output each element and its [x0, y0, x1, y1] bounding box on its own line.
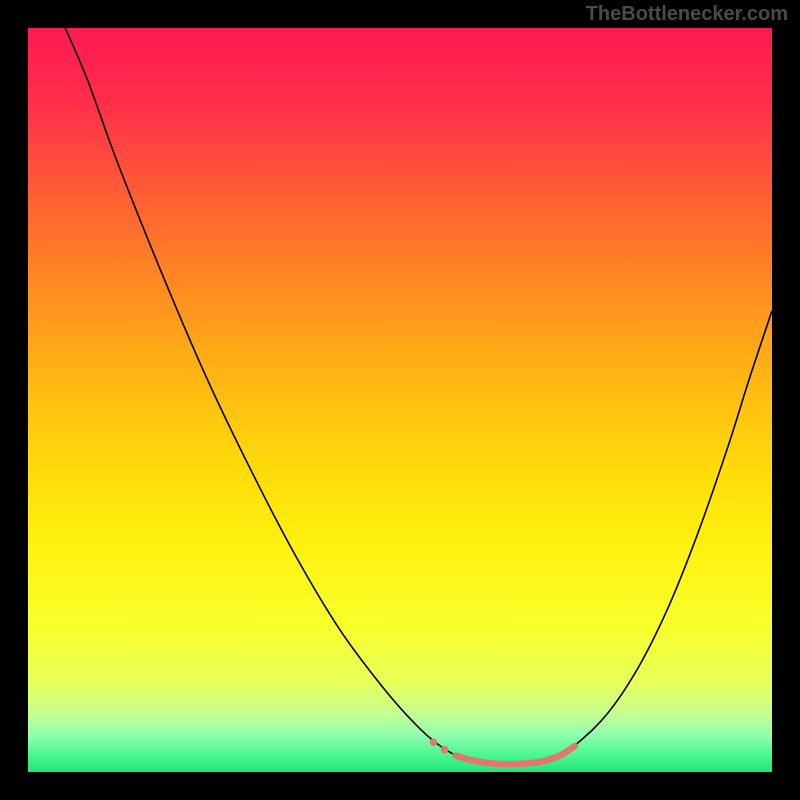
chart-container: { "watermark": { "text": "TheBottlenecke… [0, 0, 800, 800]
plot-area [28, 28, 772, 772]
chart-background [28, 28, 772, 772]
bottleneck-curve-chart [28, 28, 772, 772]
watermark-text: TheBottlenecker.com [586, 3, 788, 26]
highlight-dot [430, 738, 438, 746]
highlight-dot [441, 746, 449, 754]
